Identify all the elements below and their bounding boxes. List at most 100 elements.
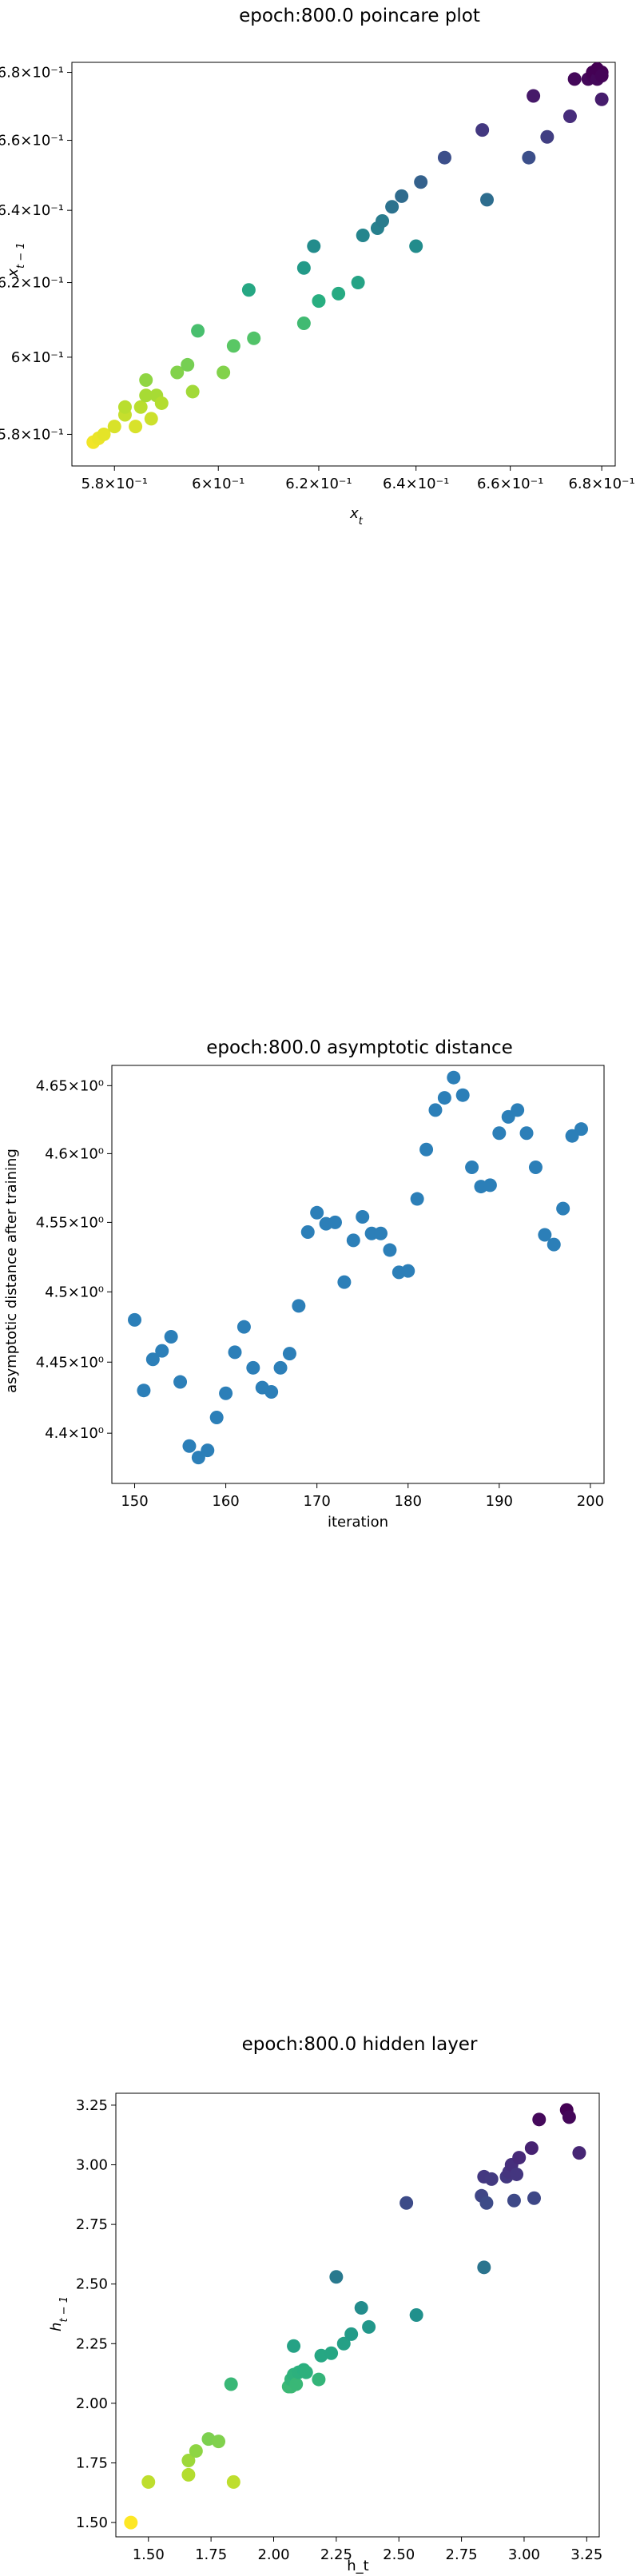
y-tick-group: 4.4×10⁰ 4.45×10⁰ 4.5×10⁰ 4.55×10⁰ 4.6×10⁰ 4.6… [36,1077,112,1442]
data-point [540,129,555,144]
asymptotic-distance-chart: epoch:800.0 asymptotic distance 150 160 17… [3,1039,605,1531]
data-point [477,2260,491,2275]
y-tick-label: 4.5×10⁰ [45,1284,104,1300]
data-point [527,2191,541,2205]
data-point [228,1345,242,1360]
y-tick-label: 4.65×10⁰ [36,1077,104,1094]
data-point [419,1142,434,1157]
data-point [519,1126,534,1141]
data-point [437,1091,451,1105]
y-axis-label: xt − 1 [5,242,27,277]
data-point [219,1386,233,1400]
y-tick-label: 1.75 [76,2455,108,2472]
data-point [144,412,158,426]
data-point [209,1411,224,1425]
data-point [524,2141,539,2156]
data-point [344,2327,359,2341]
data-point-group [124,2103,586,2530]
x-tick-label: 2.00 [257,2546,289,2563]
data-point [376,214,390,229]
x-tick-label: 6.4×10⁻¹ [383,476,449,492]
x-tick-group: 5.8×10⁻¹ 6×10⁻¹ 6.2×10⁻¹ 6.4×10⁻¹ 6.6×10⁻¹ 6.… [81,466,635,492]
data-point [395,189,409,203]
data-point [164,1329,178,1344]
data-point [299,2365,313,2379]
data-point [191,1451,205,1465]
data-point [483,1178,497,1192]
y-tick-label: 6.6×10⁻¹ [0,133,64,149]
data-point [237,1320,251,1334]
x-tick-label: 2.25 [320,2546,352,2563]
data-point [351,276,365,290]
y-tick-label: 3.00 [76,2157,108,2174]
data-point [465,1161,479,1175]
x-tick-label: 170 [303,1493,330,1510]
y-tick-label: 6.2×10⁻¹ [0,275,64,292]
x-tick-group: 1.50 1.75 2.00 2.25 2.50 2.75 3.00 3.25 [133,2537,602,2563]
data-point [128,1312,142,1327]
data-point [273,1360,288,1375]
data-point [224,2377,238,2391]
y-axis-label: asymptotic distance after training [3,1149,20,1393]
data-point [107,420,121,434]
data-point [310,1205,324,1220]
data-point [287,2339,301,2353]
data-point [337,1275,352,1289]
data-point [385,200,399,214]
y-tick-label: 5.8×10⁻¹ [0,426,64,443]
data-point [145,1352,160,1367]
data-point [479,2196,494,2210]
y-tick-label: 2.25 [76,2335,108,2352]
data-point [226,339,240,353]
data-point-group [86,62,609,449]
data-point [374,1226,388,1240]
data-point [512,2151,527,2165]
data-point [356,228,370,242]
x-tick-label: 6.8×10⁻¹ [568,476,634,492]
data-point [428,1103,443,1117]
data-point [139,388,153,403]
y-tick-label: 6.4×10⁻¹ [0,202,64,219]
data-point [492,1126,507,1141]
data-point [129,420,143,434]
data-point [296,261,311,275]
data-point [97,427,111,441]
data-point [527,89,541,103]
chart-title: epoch:800.0 poincare plot [239,6,480,26]
data-point [401,1264,415,1278]
y-tick-label: 6.8×10⁻¹ [0,65,64,82]
data-point [241,283,256,297]
data-point [409,239,423,253]
data-point [356,1209,370,1224]
data-point [191,324,205,338]
data-point [201,1443,215,1458]
y-tick-label: 2.00 [76,2395,108,2412]
y-tick-label: 4.55×10⁰ [36,1214,104,1231]
plot-area-frame [115,2092,600,2538]
data-point [137,1384,151,1398]
data-point [354,2301,368,2315]
x-tick-group: 150 160 170 180 190 200 [121,1483,604,1510]
y-tick-label: 2.75 [76,2216,108,2233]
x-axis-label: iteration [328,1514,388,1531]
data-point [181,2454,196,2468]
plot-area-frame [111,1065,605,1484]
data-point [594,92,609,106]
data-point [437,150,451,165]
x-tick-label: 6×10⁻¹ [192,476,244,492]
data-point [362,2319,376,2334]
data-point [182,1439,197,1453]
data-point [556,1201,570,1216]
data-point [383,1243,397,1257]
data-point [117,400,132,414]
data-point [547,1237,561,1252]
data-point [332,286,346,301]
y-tick-group: 1.50 1.75 2.00 2.25 2.50 2.75 3.00 3.25 [76,2097,116,2531]
x-tick-label: 3.00 [508,2546,540,2563]
data-point [572,2146,586,2160]
data-point [329,2270,344,2284]
x-tick-label: 5.8×10⁻¹ [81,476,148,492]
data-point [484,2172,499,2186]
data-point [532,2112,547,2127]
data-point-group [128,1070,588,1465]
